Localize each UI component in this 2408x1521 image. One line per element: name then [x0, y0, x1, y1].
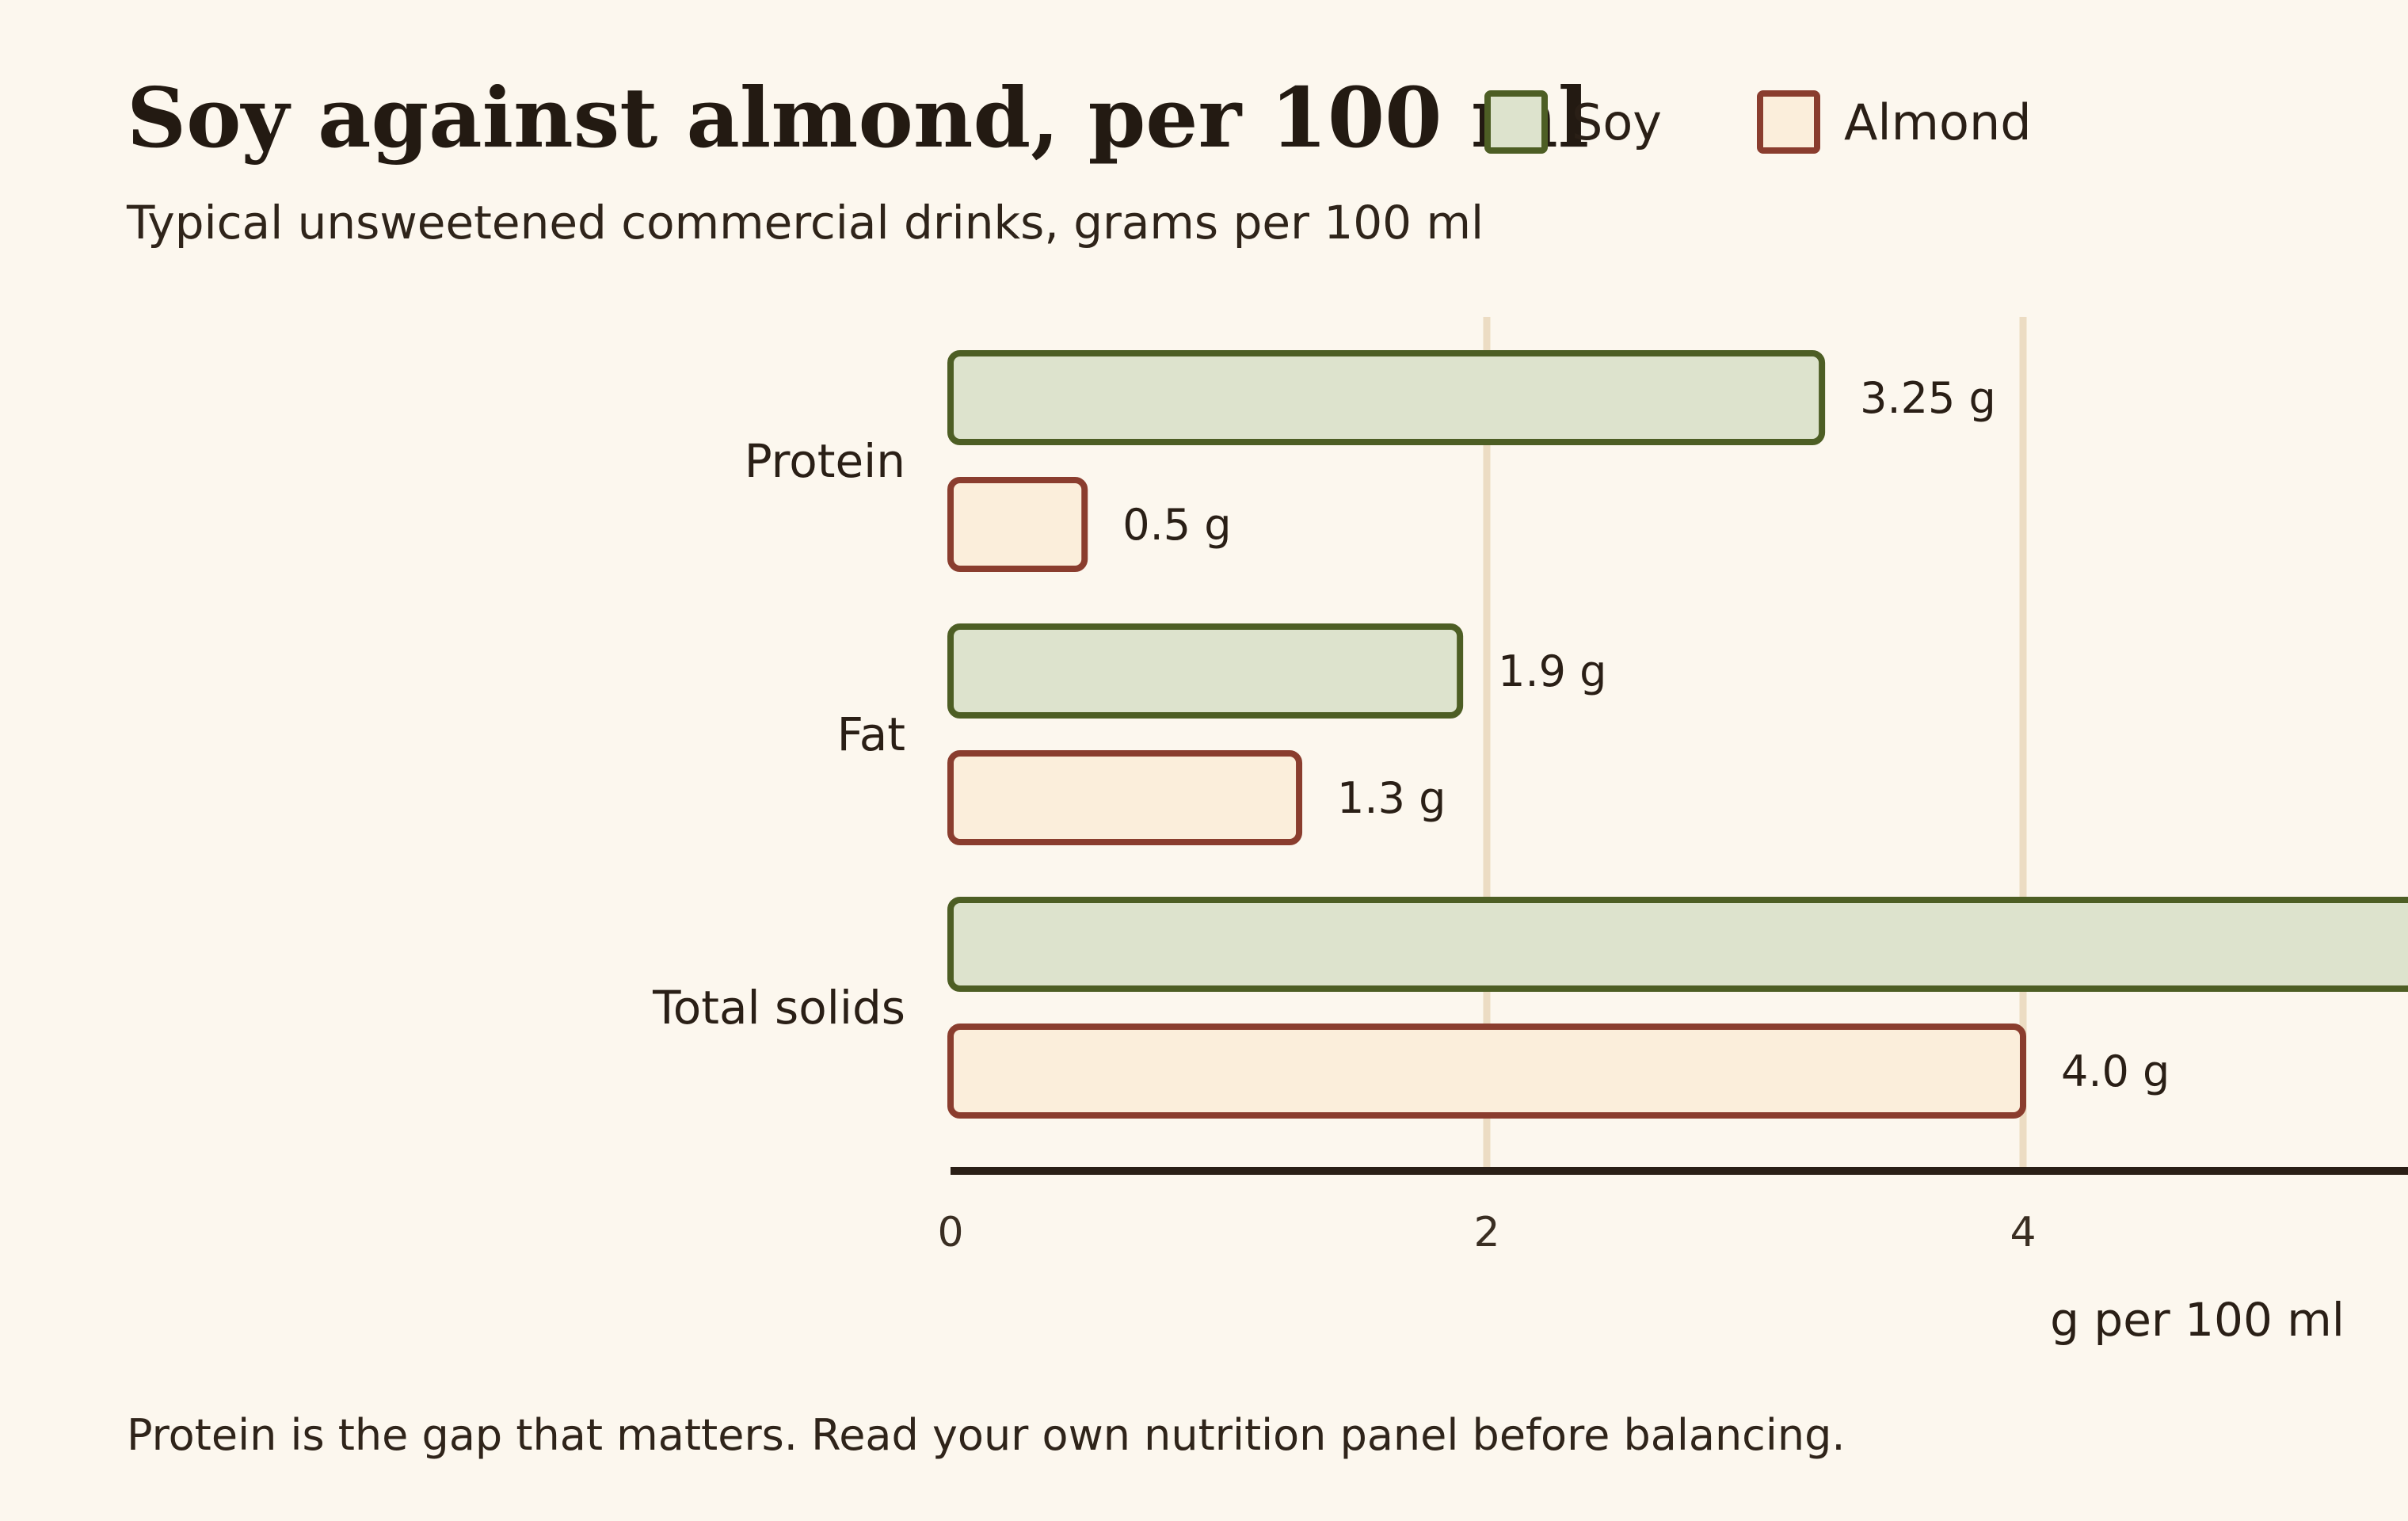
bar-fat-soy [947, 623, 1464, 719]
bar-total-solids-soy [947, 897, 2408, 992]
legend-label-soy: Soy [1572, 93, 1662, 151]
x-tick-labels: 02468 [937, 1209, 2036, 1256]
value-label-protein-soy: 3.25 g [1860, 373, 1996, 423]
x-axis-title: g per 100 ml [2050, 1293, 2345, 1347]
legend: Soy Almond [1484, 90, 2032, 154]
x-tick-label-0: 0 [937, 1209, 963, 1256]
category-label-protein: Protein [745, 434, 905, 488]
x-tick-label-2: 2 [1473, 1209, 1499, 1256]
value-label-fat-soy: 1.9 g [1498, 646, 1606, 696]
x-tick-label-4: 4 [2010, 1209, 2036, 1256]
legend-swatch-almond [1757, 90, 1820, 154]
value-label-fat-almond: 1.3 g [1337, 773, 1446, 823]
bar-total-solids-almond [947, 1024, 2026, 1119]
value-label-total-solids-almond: 4.0 g [2061, 1046, 2170, 1096]
bar-protein-almond [947, 477, 1088, 572]
legend-swatch-soy [1484, 90, 1548, 154]
bar-fat-almond [947, 750, 1303, 845]
category-label-fat: Fat [837, 707, 905, 761]
legend-label-almond: Almond [1844, 93, 2032, 151]
category-labels: Protein Fat Total solids [652, 434, 905, 1035]
footnote: Protein is the gap that matters. Read yo… [127, 1410, 1846, 1460]
chart-subtitle: Typical unsweetened commercial drinks, g… [126, 196, 1484, 250]
bar-protein-soy [947, 350, 1826, 445]
chart-title: Soy against almond, per 100 ml [127, 69, 1589, 166]
value-label-protein-almond: 0.5 g [1122, 500, 1231, 550]
bars: 3.25 g0.5 g1.9 g1.3 g8.0 g4.0 g [947, 350, 2408, 1119]
category-label-total-solids: Total solids [652, 981, 905, 1035]
